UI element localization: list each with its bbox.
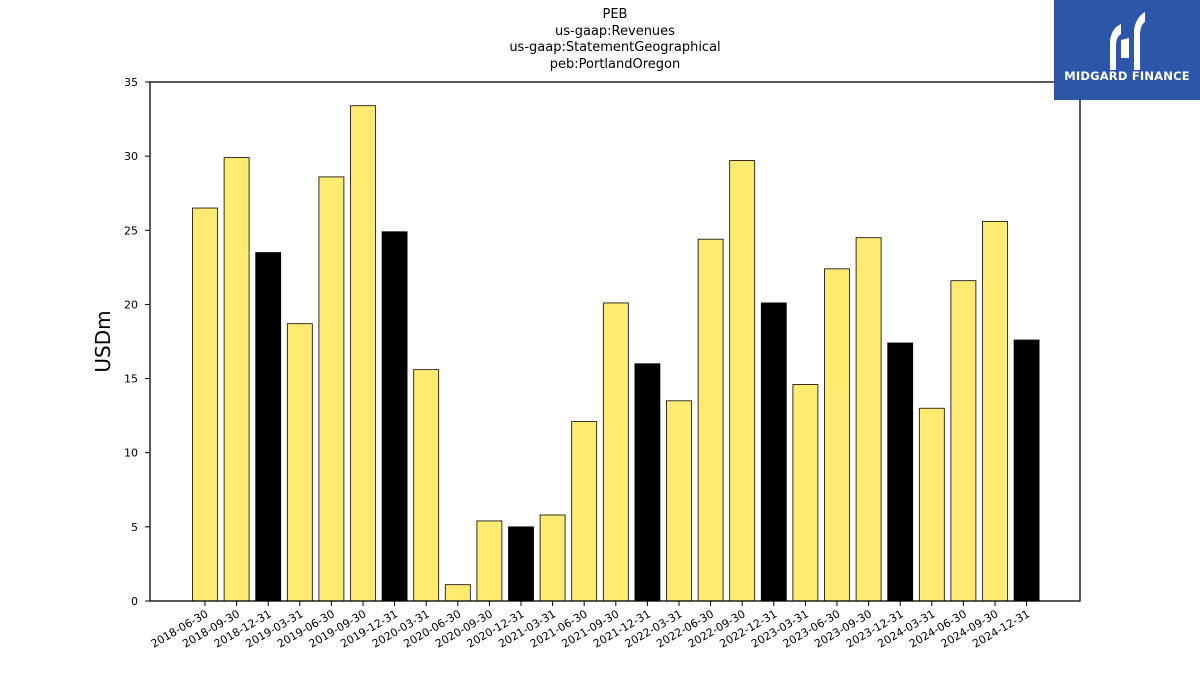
- bar-2024-03-31: [918, 407, 945, 602]
- bar-2022-03-31: [666, 400, 692, 602]
- bar-2023-09-30: [855, 237, 882, 602]
- bar-2019-03-31: [286, 323, 313, 602]
- title-line-axis: us-gaap:StatementGeographical: [509, 40, 721, 55]
- logo-text: MIDGARD FINANCE: [1064, 69, 1190, 83]
- title-line-member: peb:PortlandOregon: [549, 56, 681, 72]
- bar-2020-12-31: [508, 526, 534, 602]
- y-tick-label: 25: [124, 224, 138, 237]
- bar-2019-12-31: [381, 231, 408, 602]
- y-tick-label: 30: [124, 150, 138, 163]
- y-tick-label: 20: [124, 298, 138, 311]
- title-line-ticker: PEB: [602, 7, 628, 22]
- bar-2024-12-31: [1013, 339, 1040, 602]
- bar-2018-09-30: [223, 157, 250, 602]
- title-line-concept: us-gaap:Revenues: [555, 23, 675, 39]
- bar-2021-09-30: [602, 302, 629, 602]
- bar-2018-06-30: [192, 207, 218, 602]
- bar-2020-03-31: [413, 369, 440, 602]
- bar-2020-06-30: [444, 584, 471, 602]
- brand-logo: MIDGARD FINANCE: [1054, 0, 1200, 100]
- bar-2020-09-30: [476, 520, 503, 602]
- bar-2021-03-31: [539, 514, 566, 602]
- bar-2019-09-30: [350, 105, 376, 602]
- y-tick-label: 10: [124, 447, 138, 460]
- chart-title: PEB us-gaap:Revenues us-gaap:StatementGe…: [415, 7, 815, 73]
- bar-2018-12-31: [255, 252, 282, 602]
- bar-2023-12-31: [887, 342, 914, 602]
- y-tick-label: 35: [124, 76, 138, 89]
- y-tick-label: 15: [124, 373, 138, 386]
- bar-2022-09-30: [729, 160, 756, 602]
- logo-mark-icon: [1110, 12, 1145, 70]
- plot-frame: [149, 81, 1081, 602]
- bar-2022-06-30: [697, 238, 724, 602]
- bar-2023-03-31: [792, 384, 819, 602]
- bar-2023-06-30: [824, 268, 850, 602]
- y-axis-label: USDm: [91, 310, 115, 372]
- bar-2024-09-30: [982, 220, 1008, 602]
- y-tick-label: 5: [131, 521, 138, 534]
- bar-2019-06-30: [318, 176, 345, 602]
- bar-2021-06-30: [571, 421, 598, 602]
- bar-2022-12-31: [760, 302, 787, 602]
- bar-2021-12-31: [634, 363, 661, 602]
- bar-2024-06-30: [950, 280, 977, 602]
- y-tick-label: 0: [131, 595, 138, 608]
